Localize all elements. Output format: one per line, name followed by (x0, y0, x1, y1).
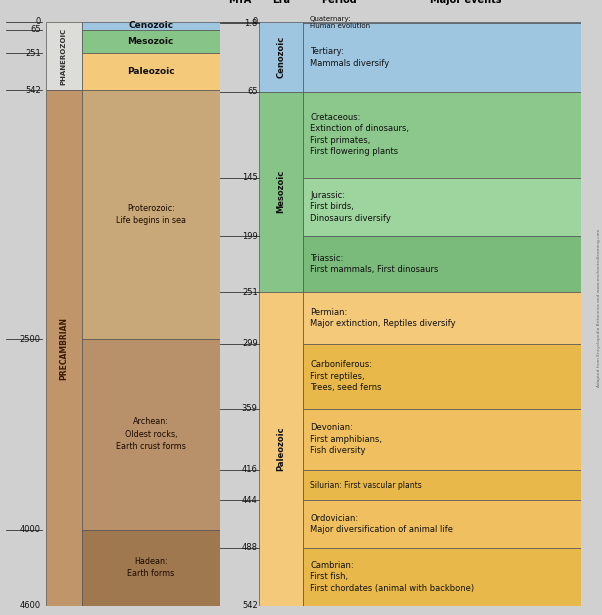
Bar (303, 22, 581, 23)
Bar (6, 22, 46, 606)
Bar (303, 92, 581, 178)
Text: Mesozoic: Mesozoic (128, 37, 174, 46)
Text: 145: 145 (242, 173, 258, 182)
Text: 542: 542 (242, 601, 258, 610)
Text: 199: 199 (242, 231, 258, 240)
Text: Adapted from Encyclopedia Britannica and www.enchantedlearning.com: Adapted from Encyclopedia Britannica and… (597, 228, 601, 387)
Bar (82, 22, 220, 30)
Bar (259, 22, 303, 92)
Text: 65: 65 (30, 25, 41, 34)
Text: Silurian: First vascular plants: Silurian: First vascular plants (310, 480, 422, 490)
Bar (46, 22, 82, 90)
Bar (303, 547, 581, 606)
Bar (303, 292, 581, 344)
Text: Permian:
Major extinction, Reptiles diversify: Permian: Major extinction, Reptiles dive… (310, 308, 456, 328)
Text: 0: 0 (252, 17, 258, 26)
Text: 1.8: 1.8 (244, 19, 258, 28)
Text: Devonian:
First amphibians,
Fish diversity: Devonian: First amphibians, Fish diversi… (310, 423, 382, 455)
Bar (259, 92, 303, 292)
Text: Major events: Major events (430, 0, 501, 5)
Text: Archean:
Oldest rocks,
Earth crust forms: Archean: Oldest rocks, Earth crust forms (116, 418, 186, 451)
Bar (82, 90, 220, 339)
Bar (303, 500, 581, 547)
Text: Paleozoic: Paleozoic (127, 68, 175, 76)
Text: Proterozoic:
Life begins in sea: Proterozoic: Life begins in sea (116, 204, 186, 226)
Text: 2500: 2500 (20, 335, 41, 344)
Text: 444: 444 (242, 496, 258, 505)
Text: 416: 416 (242, 466, 258, 474)
Text: 251: 251 (242, 288, 258, 296)
Text: Quaternary:
Human evolution: Quaternary: Human evolution (310, 15, 370, 30)
Text: 4600: 4600 (19, 601, 41, 610)
Bar (303, 408, 581, 470)
Text: MYA: MYA (228, 0, 251, 5)
Text: Carboniferous:
First reptiles,
Trees, seed ferns: Carboniferous: First reptiles, Trees, se… (310, 360, 382, 392)
Bar (82, 54, 220, 90)
Text: Era: Era (272, 0, 290, 5)
Text: Hadean:
Earth forms: Hadean: Earth forms (127, 557, 175, 579)
Text: 65: 65 (247, 87, 258, 96)
Text: Mesozoic: Mesozoic (277, 170, 285, 213)
Bar (303, 23, 581, 92)
Bar (46, 90, 82, 606)
Text: 299: 299 (242, 339, 258, 348)
Bar (82, 530, 220, 606)
Text: 4000: 4000 (20, 525, 41, 534)
Text: 359: 359 (242, 404, 258, 413)
Bar (303, 344, 581, 408)
Text: PRECAMBRIAN: PRECAMBRIAN (59, 317, 68, 379)
Text: 542: 542 (25, 86, 41, 95)
Text: Cenozoic: Cenozoic (128, 21, 173, 30)
Bar (303, 236, 581, 292)
Bar (303, 470, 581, 500)
Bar (82, 30, 220, 54)
Text: Ordovician:
Major diversification of animal life: Ordovician: Major diversification of ani… (310, 514, 453, 534)
Text: Jurassic:
First birds,
Dinosaurs diversify: Jurassic: First birds, Dinosaurs diversi… (310, 191, 391, 223)
Bar (303, 178, 581, 236)
Text: Cretaceous:
Extinction of dinosaurs,
First primates,
First flowering plants: Cretaceous: Extinction of dinosaurs, Fir… (310, 113, 409, 156)
Bar (82, 339, 220, 530)
Text: Period: Period (321, 0, 357, 5)
Text: Paleozoic: Paleozoic (277, 427, 285, 471)
Text: 0: 0 (36, 17, 41, 26)
Text: 488: 488 (241, 543, 258, 552)
Text: Cenozoic: Cenozoic (277, 36, 285, 77)
Bar (220, 22, 259, 606)
Text: 251: 251 (25, 49, 41, 58)
Bar (259, 292, 303, 606)
Text: Triassic:
First mammals, First dinosaurs: Triassic: First mammals, First dinosaurs (310, 254, 438, 274)
Text: MYA: MYA (13, 0, 36, 1)
Text: Cambrian:
First fish,
First chordates (animal with backbone): Cambrian: First fish, First chordates (a… (310, 561, 474, 593)
Text: Tertiary:
Mammals diversify: Tertiary: Mammals diversify (310, 47, 389, 68)
Text: Eon: Eon (54, 0, 74, 1)
Text: PHANEROZOIC: PHANEROZOIC (61, 28, 67, 84)
